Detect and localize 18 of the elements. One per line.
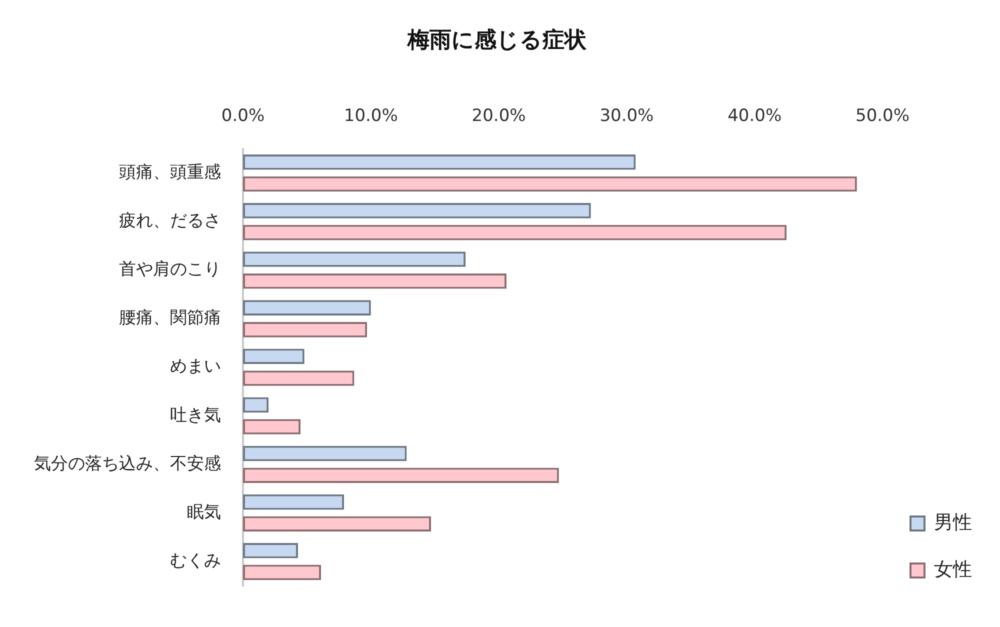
y-tick-label: 首や肩のこり: [119, 260, 221, 280]
y-tick-label: 疲れ、だるさ: [119, 211, 221, 232]
x-tick-label: 30.0%: [600, 106, 654, 126]
y-tick-label: 頭痛、頭重感: [119, 162, 221, 182]
legend-label: 男性: [934, 511, 972, 534]
x-tick-label: 0.0%: [221, 106, 265, 126]
x-tick-label: 50.0%: [855, 106, 910, 126]
x-tick-label: 10.0%: [344, 106, 398, 126]
x-tick-label: 20.0%: [472, 106, 526, 126]
legend-label: 女性: [934, 558, 972, 580]
x-tick-label: 40.0%: [728, 106, 782, 126]
y-tick-label: むくみ: [170, 550, 221, 571]
y-tick-label: 腰痛、関節痛: [119, 308, 221, 328]
chart-title: 梅雨に感じる症状: [406, 28, 588, 53]
y-tick-label: 眠気: [187, 502, 221, 522]
y-tick-label: 吐き気: [170, 405, 221, 426]
y-tick-label: 気分の落ち込み、不安感: [34, 454, 221, 474]
y-tick-label: めまい: [170, 356, 221, 377]
